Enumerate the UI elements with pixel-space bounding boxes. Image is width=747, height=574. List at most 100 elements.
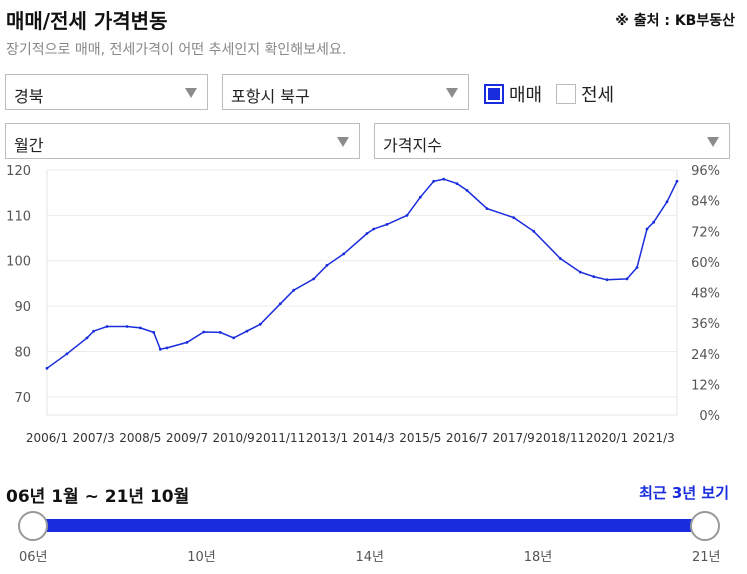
x-tick-label: 2014/3 [353,431,395,445]
data-point [372,227,376,231]
chevron-down-icon [337,137,349,147]
checkbox-unchecked-icon[interactable] [556,84,576,104]
data-point [232,336,236,340]
x-tick-label: 2008/5 [119,431,161,445]
data-point [455,182,459,185]
data-point [185,341,189,344]
data-point [625,277,629,281]
region-select[interactable]: 경북 [5,74,208,110]
slider-tick-label: 21년 [692,550,721,565]
data-point [578,270,582,274]
y2-axis: 0% 12% 24% 36% 48% 60% 72% 84% 96% [691,164,720,424]
x-tick-label: 2006/1 [26,431,68,445]
data-point [278,302,282,306]
data-point [592,275,596,278]
source-label: ※ 출처 : KB부동산 [615,13,735,29]
data-point [512,216,516,219]
slider-tick-label: 14년 [355,550,385,565]
checkbox-checked-icon[interactable] [484,84,504,104]
x-tick-label: 2011/11 [255,431,305,445]
data-point [218,331,222,334]
data-point [325,263,329,267]
data-point [605,278,609,282]
data-point [245,329,249,333]
district-select[interactable]: 포항시 북구 [222,74,469,110]
data-point [418,195,422,199]
data-point [45,366,49,370]
y-tick-label: 110 [6,209,31,224]
data-point [675,179,679,183]
region-select-value: 경북 [14,87,44,106]
price-index-chart: 70 80 90 100 110 120 0% 12% 24% 36% 48% 60% 72% 84% 9… [6,164,720,445]
y-tick-label: 90 [14,300,31,315]
chart-series [45,177,679,370]
data-point [365,232,369,235]
slider-tick-label: 10년 [187,550,216,565]
data-point [125,325,129,328]
slider-tick-label: 06년 [19,550,48,565]
y2-tick-label: 96% [691,164,720,179]
data-point [158,347,162,351]
data-point [432,179,436,183]
data-point [532,229,536,233]
x-tick-label: 2009/7 [166,431,208,445]
range-slider-end-handle[interactable] [690,511,720,541]
x-tick-label: 2010/9 [213,431,255,445]
x-tick-label: 2007/3 [73,431,115,445]
data-point [152,331,156,334]
range-slider-track[interactable] [33,519,706,532]
data-point [405,214,409,217]
y2-tick-label: 84% [691,195,720,210]
data-point [105,325,109,328]
data-point [292,288,296,292]
y2-tick-label: 0% [699,409,720,424]
x-tick-label: 2013/1 [306,431,348,445]
date-range-label: 06년 1월 ~ 21년 10월 [6,487,190,507]
x-tick-label: 2015/5 [399,431,441,445]
chevron-down-icon [707,137,719,147]
data-point [92,329,96,333]
y2-tick-label: 24% [691,348,720,363]
data-point [558,257,562,260]
x-tick-label: 2018/11 [535,431,585,445]
data-point [65,352,69,356]
x-tick-label: 2016/7 [446,431,488,445]
district-select-value: 포항시 북구 [231,87,310,106]
jeonse-checkbox-label: 전세 [581,85,615,106]
data-point [485,207,489,210]
data-point [202,330,206,334]
chevron-down-icon [185,88,197,98]
y-tick-label: 80 [14,345,31,360]
period-select-value: 월간 [14,136,44,155]
y2-tick-label: 36% [691,317,720,332]
metric-select[interactable]: 가격지수 [374,123,730,159]
data-point [465,189,469,192]
data-point [312,277,316,281]
y-tick-label: 100 [6,255,31,270]
data-point [342,252,346,256]
data-point [635,266,639,269]
period-select[interactable]: 월간 [5,123,360,159]
recent-3-years-button[interactable]: 최근 3년 보기 [639,484,729,502]
y2-tick-label: 12% [691,378,720,393]
y-tick-label: 120 [6,164,31,179]
data-point [385,223,389,226]
x-tick-label: 2020/1 [586,431,628,445]
data-point [652,220,656,224]
data-point [665,200,669,204]
plot-area [46,169,678,416]
chevron-down-icon [446,88,458,98]
range-slider-start-handle[interactable] [18,511,48,541]
y-tick-label: 70 [14,391,31,406]
y2-tick-label: 60% [691,256,720,271]
data-point [258,322,262,326]
sale-checkbox[interactable]: 매매 [484,81,542,107]
sale-checkbox-label: 매매 [509,85,543,106]
x-tick-label: 2021/3 [633,431,675,445]
data-point [85,336,89,340]
data-point [645,227,649,231]
data-point [165,346,169,350]
jeonse-checkbox[interactable]: 전세 [556,81,614,107]
data-point [138,326,142,330]
chart-grid [46,169,678,416]
